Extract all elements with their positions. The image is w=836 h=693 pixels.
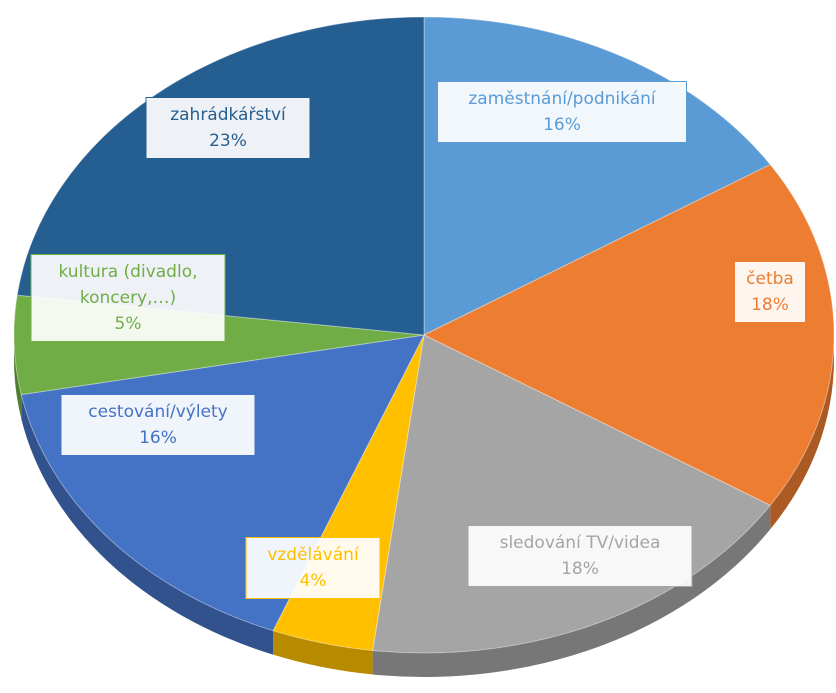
value-label: 5% <box>114 314 142 334</box>
data-label: zaměstnání/podnikání 16% <box>437 81 687 143</box>
data-label: četba 18% <box>734 261 806 323</box>
slice-side <box>372 505 771 677</box>
category-label: zahrádkářství <box>170 105 286 125</box>
value-label: 18% <box>561 559 599 579</box>
data-label: sledování TV/videa 18% <box>467 525 693 587</box>
data-label: zahrádkářství 23% <box>145 97 311 159</box>
value-label: 16% <box>543 115 581 135</box>
category-label: cestování/výlety <box>88 402 228 422</box>
value-label: 16% <box>139 428 177 448</box>
category-label: vzdělávání <box>267 545 359 565</box>
data-label: kultura (divadlo, koncery,…) 5% <box>30 254 226 342</box>
data-label: cestování/výlety 16% <box>60 394 256 456</box>
category-label: kultura (divadlo, koncery,…) <box>58 262 198 308</box>
category-label: sledování TV/videa <box>499 533 661 553</box>
slice-side <box>21 394 274 655</box>
slice-side <box>273 630 373 675</box>
value-label: 23% <box>209 131 247 151</box>
slice <box>422 163 835 507</box>
category-label: četba <box>746 269 794 289</box>
category-label: zaměstnání/podnikání <box>468 89 656 109</box>
data-label: vzdělávání 4% <box>245 537 381 599</box>
value-label: 4% <box>299 571 327 591</box>
value-label: 18% <box>751 295 789 315</box>
